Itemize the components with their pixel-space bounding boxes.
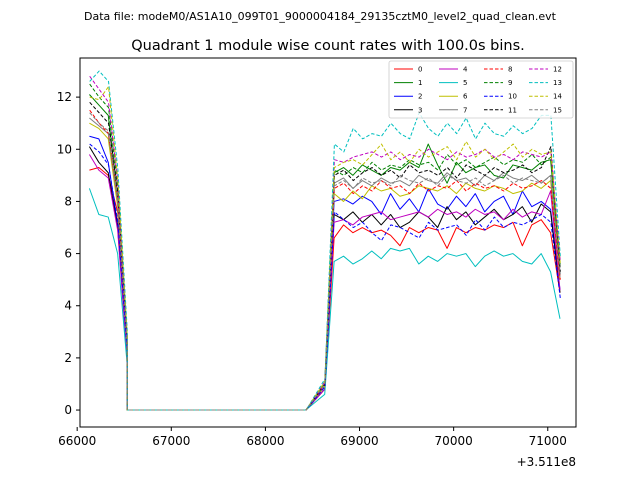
- legend-label-10: 10: [508, 93, 517, 101]
- legend-label-6: 6: [463, 93, 468, 101]
- x-tick-label: 67000: [152, 434, 190, 448]
- legend-label-0: 0: [418, 66, 422, 74]
- y-tick-label: 12: [57, 90, 72, 104]
- legend-label-9: 9: [508, 79, 512, 87]
- legend-label-5: 5: [463, 79, 467, 87]
- y-tick-label: 8: [64, 194, 72, 208]
- legend-label-13: 13: [553, 79, 562, 87]
- legend-label-2: 2: [418, 93, 422, 101]
- legend-label-15: 15: [553, 106, 562, 114]
- x-tick-label: 70000: [435, 434, 473, 448]
- legend-label-12: 12: [553, 66, 562, 74]
- legend-label-1: 1: [418, 79, 422, 87]
- y-tick-label: 4: [64, 299, 72, 313]
- legend-label-14: 14: [553, 93, 562, 101]
- axis-ticks: 66000 67000 68000 69000 70000 71000 0 2 4 6 8 10 12: [57, 90, 567, 448]
- x-tick-label: 66000: [58, 434, 96, 448]
- series-line-13: [89, 70, 561, 411]
- y-tick-label: 10: [57, 142, 72, 156]
- plot-frame: [79, 57, 577, 428]
- y-tick-label: 2: [64, 351, 72, 365]
- series-line-12: [89, 75, 561, 411]
- x-tick-label: 68000: [246, 434, 284, 448]
- series-line-15: [89, 112, 561, 411]
- legend-label-7: 7: [463, 106, 467, 114]
- legend-frame: [388, 60, 574, 119]
- y-tick-label: 6: [64, 247, 72, 261]
- x-tick-label: 71000: [529, 434, 567, 448]
- legend-label-3: 3: [418, 106, 422, 114]
- x-offset-label: +3.511e8: [517, 455, 576, 469]
- series-layer: [88, 70, 561, 411]
- data-file-suptitle: Data file: modeM0/AS1A10_099T01_90000041…: [84, 10, 557, 23]
- legend-label-4: 4: [463, 66, 468, 74]
- legend-label-11: 11: [508, 106, 517, 114]
- chart-title: Quadrant 1 module wise count rates with …: [131, 38, 525, 54]
- y-tick-label: 0: [64, 403, 72, 417]
- x-tick-label: 69000: [340, 434, 378, 448]
- legend-label-8: 8: [508, 66, 512, 74]
